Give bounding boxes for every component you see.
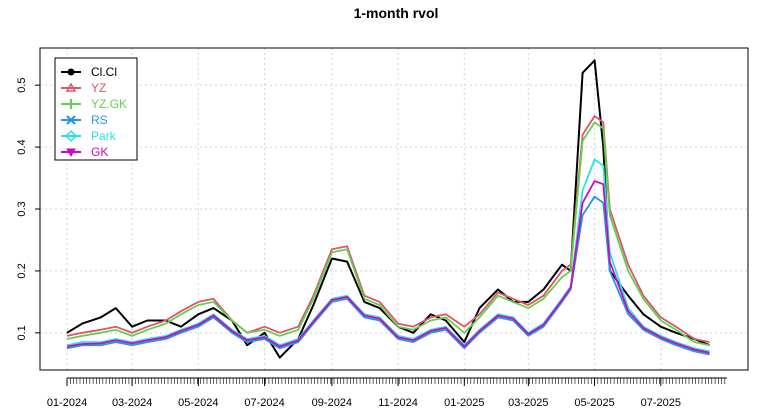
y-tick-label: 0.3	[16, 201, 28, 216]
legend-marker-diamond	[64, 129, 78, 143]
x-tick-label: 03-2024	[112, 397, 152, 409]
legend-label: Park	[91, 129, 117, 143]
legend-marker-circle	[67, 68, 75, 76]
x-axis: 01-2024 03-2024 05-2024 07-2024 09-2024 11-20…	[47, 377, 727, 409]
grid-lines	[40, 48, 748, 370]
x-tick-label: 01-2024	[47, 397, 87, 409]
legend-label: YZ.GK	[91, 97, 127, 111]
x-tick-label: 09-2024	[312, 397, 352, 409]
legend: Cl.Cl YZ YZ.GK RS Park GK	[54, 57, 138, 161]
y-tick-label: 0.1	[16, 325, 28, 340]
legend-marker-cross	[66, 115, 76, 125]
legend-label: RS	[91, 113, 108, 127]
x-tick-label: 11-2024	[378, 397, 418, 409]
series-lines	[66, 59, 710, 359]
y-tick-label: 0.5	[16, 78, 28, 93]
series-line-gk	[66, 180, 710, 354]
series-line-cl-cl	[66, 59, 710, 359]
x-tick-label: 05-2025	[574, 397, 614, 409]
legend-label: YZ	[91, 81, 106, 95]
series-line-park	[66, 158, 710, 353]
series-line-rs	[66, 195, 710, 356]
x-minor-ticks	[66, 378, 726, 384]
x-tick-label: 07-2025	[641, 397, 681, 409]
legend-marker-triangle-down	[66, 148, 76, 158]
y-axis: 0.1 0.2 0.3 0.4 0.5	[16, 78, 40, 340]
chart-title: 1-month rvol	[354, 5, 439, 21]
x-tick-label: 05-2024	[178, 397, 218, 409]
legend-marker-triangle	[65, 82, 77, 92]
x-tick-label: 03-2025	[508, 397, 548, 409]
y-tick-label: 0.4	[16, 139, 28, 154]
series-line-yz	[66, 115, 710, 343]
x-tick-label: 01-2025	[444, 397, 484, 409]
legend-box	[54, 57, 138, 161]
series-line-yz-gk	[66, 121, 710, 347]
y-tick-label: 0.2	[16, 263, 28, 278]
legend-label: GK	[91, 145, 108, 159]
x-tick-label: 07-2024	[244, 397, 284, 409]
legend-label: Cl.Cl	[91, 65, 117, 79]
